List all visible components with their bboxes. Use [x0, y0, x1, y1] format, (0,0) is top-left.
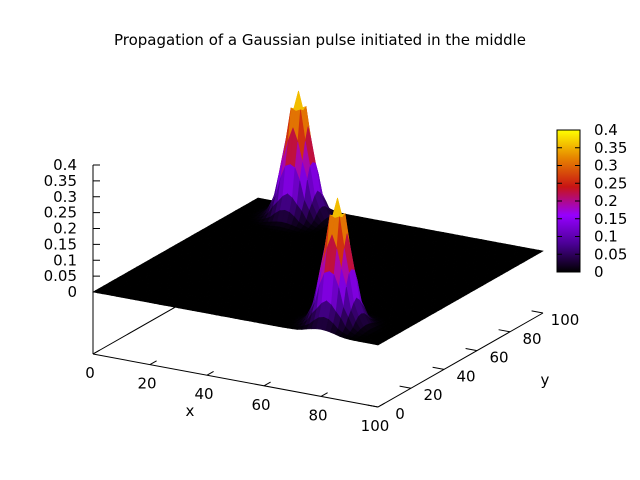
- x-tick: [149, 360, 157, 366]
- z-tick-label: 0.35: [44, 172, 77, 190]
- z-tick-label: 0.05: [44, 267, 77, 285]
- y-tick: [531, 310, 544, 314]
- x-axis-label: x: [186, 402, 195, 420]
- z-tick-label: 0.15: [44, 235, 77, 253]
- colorbar: 00.050.10.150.20.250.30.350.4: [556, 121, 627, 281]
- y-tick-label: 20: [423, 386, 442, 404]
- x-tick: [263, 381, 271, 387]
- z-tick-label: 0.3: [53, 188, 77, 206]
- z-tick-label: 0: [67, 283, 77, 301]
- colorbar-tick-label: 0.4: [594, 121, 618, 139]
- colorbar-tick-label: 0.3: [594, 157, 618, 175]
- x-tick: [206, 371, 214, 376]
- y-tick-label: 100: [551, 311, 580, 329]
- colorbar-tick-label: 0.35: [594, 139, 627, 157]
- colorbar-tick-label: 0.05: [594, 245, 627, 263]
- surface-layer: [92, 90, 544, 346]
- z-tick-label: 0.1: [53, 251, 77, 269]
- x-tick: [320, 392, 328, 397]
- y-tick: [399, 385, 412, 389]
- x-axis-line: [92, 353, 379, 408]
- z-tick-label: 0.2: [53, 220, 77, 238]
- y-tick-label: 80: [522, 330, 541, 348]
- colorbar-tick-label: 0.15: [594, 210, 627, 228]
- x-tick: [377, 402, 385, 408]
- colorbar-tick-label: 0: [594, 263, 604, 281]
- z-tick-label: 0.25: [44, 204, 77, 222]
- chart-title: Propagation of a Gaussian pulse initiate…: [114, 31, 526, 49]
- y-tick-label: 0: [395, 405, 405, 423]
- y-tick: [366, 404, 379, 408]
- x-tick: [92, 349, 100, 355]
- surface-facet: [295, 90, 304, 112]
- colorbar-tick-label: 0.2: [594, 192, 618, 210]
- x-tick-label: 0: [85, 364, 95, 382]
- z-tick-label: 0.4: [53, 156, 77, 174]
- y-tick-label: 40: [456, 367, 475, 385]
- x-tick-label: 100: [361, 417, 390, 435]
- surface-facet: [334, 197, 343, 219]
- y-tick: [498, 329, 511, 333]
- y-axis-label: y: [541, 371, 550, 389]
- colorbar-tick-label: 0.25: [594, 174, 627, 192]
- x-tick-label: 40: [194, 385, 213, 403]
- y-tick: [465, 347, 478, 352]
- x-tick-label: 80: [308, 406, 327, 424]
- x-tick-label: 20: [137, 375, 156, 393]
- y-tick: [432, 366, 445, 370]
- x-tick-label: 60: [251, 396, 270, 414]
- y-tick-label: 60: [489, 349, 508, 367]
- colorbar-tick-label: 0.1: [594, 228, 618, 246]
